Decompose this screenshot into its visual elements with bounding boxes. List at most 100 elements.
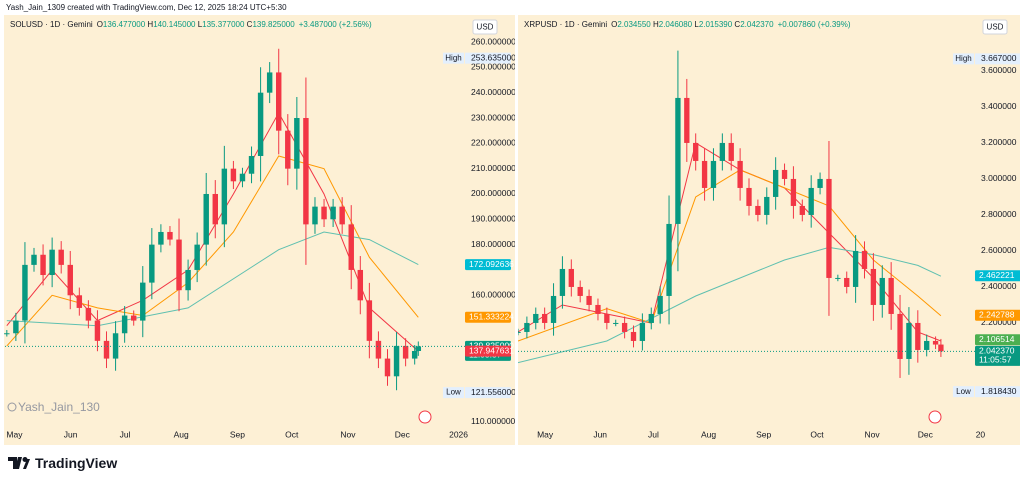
low-name-box <box>953 386 974 398</box>
moving-average <box>6 111 419 352</box>
ohlc-key: L <box>694 20 699 29</box>
candle <box>604 313 610 323</box>
watermark-icon <box>7 402 17 412</box>
candle <box>411 350 418 359</box>
y-tick-label: 250.000000 <box>471 62 515 72</box>
candle <box>149 244 155 283</box>
chart: USD 110.000000 160.000000 180.000000 190.000… <box>4 15 515 445</box>
low-value: 1.818430 <box>981 386 1017 396</box>
ohlc-value: 2.034550 <box>617 20 651 29</box>
candle <box>212 193 218 225</box>
candle <box>693 142 699 161</box>
price-tag <box>465 259 511 271</box>
candle <box>4 333 10 335</box>
candle <box>230 168 237 182</box>
candle <box>103 340 110 359</box>
candle <box>203 193 209 245</box>
low-name: Low <box>446 388 461 397</box>
candle <box>533 313 539 323</box>
ohlc-key: C <box>246 20 253 29</box>
candle <box>817 178 823 188</box>
low-name: Low <box>956 387 971 396</box>
x-tick-label: Jul <box>648 429 659 439</box>
candle <box>266 72 273 93</box>
candle <box>906 322 912 359</box>
candle <box>294 118 300 169</box>
high-name-box <box>443 52 464 64</box>
candle <box>176 239 182 291</box>
legend-header: XRPUSD · 1D · Gemini O2.034550 H2.046080 … <box>524 20 851 29</box>
x-tick-label: 20 <box>976 429 986 439</box>
x-tick-label: 2026 <box>449 429 468 439</box>
y-tick-label: 260.000000 <box>471 36 515 46</box>
candle <box>568 268 574 287</box>
candle <box>639 322 646 341</box>
candle <box>541 313 548 323</box>
x-tick-label: Oct <box>810 429 824 439</box>
candle <box>518 331 521 333</box>
candle <box>799 205 805 215</box>
ohlc-value: 135.377000 <box>202 20 245 29</box>
candle <box>559 268 566 296</box>
candle <box>94 320 101 341</box>
y-tick-label: 210.000000 <box>471 163 515 173</box>
ohlc-key: O <box>611 20 618 29</box>
legend-header: SOLUSD · 1D · Gemini O136.477000 H140.145… <box>10 20 372 29</box>
moving-average <box>518 142 942 342</box>
price-tag-label: 2.106514 <box>979 334 1015 344</box>
y-tick-label: 3.200000 <box>981 137 1017 147</box>
price-tag <box>975 309 1020 321</box>
candle <box>348 224 354 270</box>
x-tick-label: Dec <box>395 429 411 439</box>
candle <box>888 277 894 314</box>
candle <box>675 97 681 224</box>
ohlc-value: 2.046080 <box>658 20 693 29</box>
candle <box>194 244 200 270</box>
footer: TradingView <box>8 455 117 471</box>
candle <box>586 295 592 305</box>
candle <box>630 331 637 341</box>
x-tick-label: Jun <box>64 429 78 439</box>
candle <box>524 322 530 332</box>
y-tick-label: 240.000000 <box>471 87 515 97</box>
attribution: Yash_Jain_1309 created with TradingView.… <box>6 3 287 12</box>
ohlc-value: 2.042370 <box>740 20 774 29</box>
moving-average <box>6 155 419 347</box>
candle <box>755 205 761 215</box>
chart-panel: USD 2.200000 2.400000 2.600000 2.800000 3.000… <box>518 15 1020 445</box>
candle <box>897 313 903 359</box>
candle <box>158 231 164 245</box>
candle <box>826 178 832 278</box>
candle <box>384 358 391 377</box>
chart-panel: USD 110.000000 160.000000 180.000000 190.000… <box>4 15 515 445</box>
candle <box>375 340 382 359</box>
high-value: 253.635000 <box>471 52 515 62</box>
symbol: SOLUSD · 1D · Gemini <box>10 20 93 29</box>
low-name-box <box>443 387 464 399</box>
candle <box>221 168 228 225</box>
price-tag-label: 172.092636 <box>469 259 514 269</box>
high-name: High <box>955 54 971 63</box>
candle <box>613 322 619 324</box>
candle <box>595 304 601 314</box>
candle <box>167 231 173 240</box>
candle <box>701 160 708 188</box>
y-tick-label: 3.000000 <box>981 173 1017 183</box>
x-tick-label: Aug <box>701 429 716 439</box>
ohlc: O2.034550 H2.046080 L2.015390 C2.042370 <box>611 20 773 29</box>
candle <box>808 187 814 215</box>
ohlc-key: O <box>96 20 103 29</box>
candle <box>924 340 930 350</box>
candle <box>657 295 663 314</box>
low-value: 121.556000 <box>471 387 515 397</box>
logo <box>8 457 30 469</box>
y-tick-label: 2.600000 <box>981 245 1017 255</box>
x-tick-label: Sep <box>230 429 245 439</box>
x-tick-label: May <box>537 429 554 439</box>
candle <box>85 307 92 321</box>
price-tag <box>975 334 1020 346</box>
x-tick-label: Nov <box>864 429 880 439</box>
logo-badge <box>418 410 432 424</box>
candle <box>719 142 726 161</box>
candle <box>932 340 939 345</box>
